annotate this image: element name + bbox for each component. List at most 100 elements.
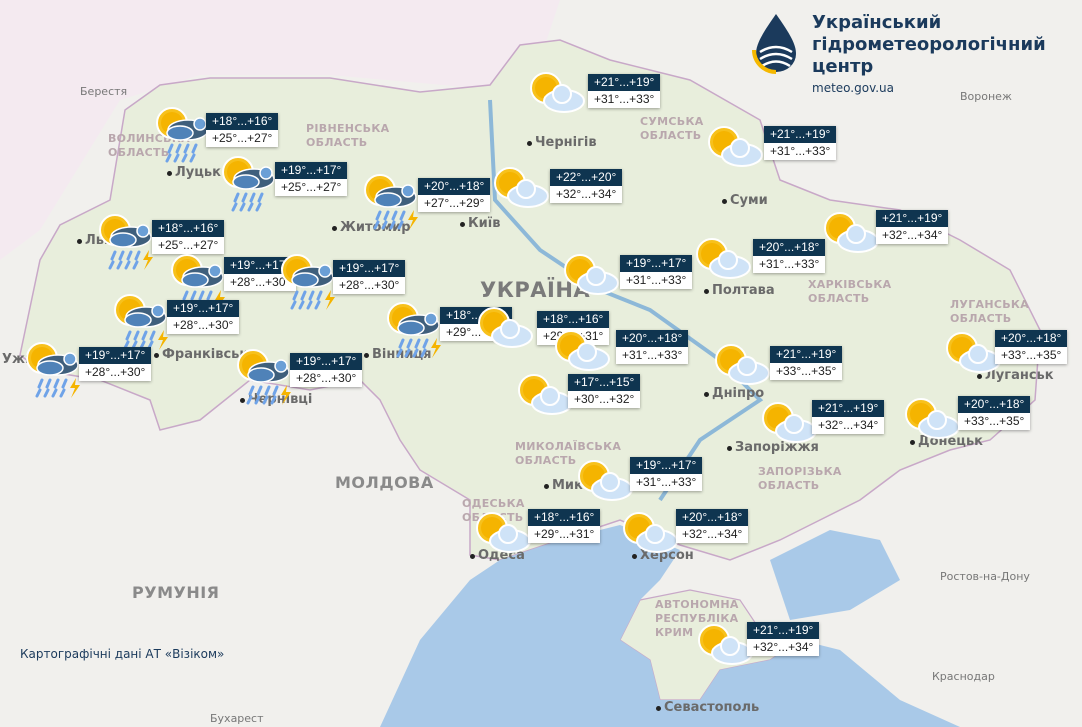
day-temperature: +33°...+35° (995, 347, 1068, 364)
logo-line-2: гідрометеорологічний (812, 34, 1046, 55)
cloud-icon (489, 524, 531, 553)
forecast-label[interactable]: +19°...+17° +28°...+30° (167, 300, 240, 334)
cloud-icon (568, 342, 610, 371)
night-temperature: +20°...+18° (676, 509, 749, 526)
day-temperature: +31°...+33° (753, 256, 826, 273)
day-temperature: +27°...+29° (418, 195, 491, 212)
forecast-label[interactable]: +17°...+15° +30°...+32° (568, 374, 641, 408)
black-sea (380, 525, 960, 727)
forecast-label[interactable]: +18°...+16° +25°...+27° (206, 113, 279, 147)
logo-url[interactable]: meteo.gov.ua (812, 81, 895, 95)
forecast-label[interactable]: +18°...+16° +25°...+27° (152, 220, 225, 254)
day-temperature: +31°...+33° (764, 143, 837, 160)
forecast-label[interactable]: +20°...+18° +33°...+35° (995, 330, 1068, 364)
day-temperature: +31°...+33° (620, 272, 693, 289)
cloud-icon (543, 84, 585, 113)
forecast-label[interactable]: +21°...+19° +32°...+34° (747, 622, 820, 656)
hydromet-drop-logo-icon (752, 14, 796, 74)
day-temperature: +30°...+32° (568, 391, 641, 408)
forecast-label[interactable]: +20°...+18° +32°...+34° (676, 509, 749, 543)
neighbor-countries (0, 0, 560, 260)
night-temperature: +18°...+16° (152, 220, 225, 237)
cloud-icon (837, 224, 879, 253)
forecast-label[interactable]: +20°...+18° +27°...+29° (418, 178, 491, 212)
night-temperature: +20°...+18° (418, 178, 491, 195)
night-temperature: +21°...+19° (588, 74, 661, 91)
forecast-label[interactable]: +19°...+17° +28°...+30° (224, 257, 297, 291)
forecast-label[interactable]: +21°...+19° +31°...+33° (764, 126, 837, 160)
day-temperature: +28°...+30° (224, 274, 297, 291)
city-label: Луцьк (167, 165, 221, 180)
day-temperature: +28°...+30° (290, 370, 363, 387)
region-label: ЛУГАНСЬКА ОБЛАСТЬ (950, 298, 1030, 325)
cloud-icon (166, 117, 209, 141)
day-temperature: +25°...+27° (152, 237, 225, 254)
night-temperature: +21°...+19° (747, 622, 820, 639)
night-temperature: +20°...+18° (616, 330, 689, 347)
night-temperature: +20°...+18° (995, 330, 1068, 347)
cloud-icon (36, 352, 79, 376)
night-temperature: +19°...+17° (333, 260, 406, 277)
forecast-label[interactable]: +21°...+19° +32°...+34° (812, 400, 885, 434)
forecast-label[interactable]: +19°...+17° +25°...+27° (275, 162, 348, 196)
day-temperature: +32°...+34° (876, 227, 949, 244)
dnipro-river (488, 99, 764, 502)
city-label: Франківськ (153, 347, 249, 362)
forecast-label[interactable]: +19°...+17° +31°...+33° (630, 457, 703, 491)
day-temperature: +25°...+27° (206, 130, 279, 147)
day-temperature: +28°...+30° (333, 277, 406, 294)
forecast-label[interactable]: +19°...+17° +28°...+30° (79, 347, 152, 381)
foreign-city-label: Краснодар (932, 670, 995, 683)
night-temperature: +22°...+20° (550, 169, 623, 186)
forecast-label[interactable]: +21°...+19° +32°...+34° (876, 210, 949, 244)
region-label: МИКОЛАЇВСЬКА ОБЛАСТЬ (515, 440, 622, 467)
day-temperature: +31°...+33° (630, 474, 703, 491)
region-label: ЗАПОРІЗЬКА ОБЛАСТЬ (758, 465, 842, 492)
night-temperature: +19°...+17° (79, 347, 152, 364)
country-label-romania: РУМУНІЯ (132, 583, 220, 602)
forecast-label[interactable]: +20°...+18° +31°...+33° (753, 239, 826, 273)
forecast-label[interactable]: +19°...+17° +28°...+30° (333, 260, 406, 294)
day-temperature: +25°...+27° (275, 179, 348, 196)
lightning-icon (408, 210, 418, 230)
cloud-icon (711, 636, 753, 665)
logo[interactable]: Український гідрометеорологічний центр m… (752, 12, 1046, 95)
city-label: Луганськ (977, 368, 1054, 383)
day-temperature: +33°...+35° (770, 363, 843, 380)
region-label: ХАРКІВСЬКА ОБЛАСТЬ (808, 278, 892, 305)
cloud-icon (109, 224, 152, 248)
foreign-city-label: Берестя (80, 85, 128, 98)
foreign-city-label: Ростов-на-Дону (940, 570, 1030, 583)
day-temperature: +28°...+30° (167, 317, 240, 334)
foreign-city-label: Воронеж (960, 90, 1012, 103)
night-temperature: +21°...+19° (812, 400, 885, 417)
cloud-icon (491, 319, 533, 348)
day-temperature: +33°...+35° (958, 413, 1031, 430)
map-attribution: Картографічні дані АТ «Візіком» (20, 647, 225, 661)
rain-icon (108, 250, 141, 270)
day-temperature: +31°...+33° (588, 91, 661, 108)
night-temperature: +17°...+15° (568, 374, 641, 391)
city-label: Чернігів (527, 135, 597, 150)
night-temperature: +18°...+16° (206, 113, 279, 130)
city-label: Київ (459, 216, 501, 231)
cloud-icon (124, 304, 167, 328)
country-label-moldova: МОЛДОВА (335, 473, 434, 492)
cloud-icon (728, 356, 770, 385)
region-label: АВТОНОМНА РЕСПУБЛІКА КРИМ (655, 598, 739, 639)
forecast-label[interactable]: +21°...+19° +31°...+33° (588, 74, 661, 108)
forecast-label[interactable]: +19°...+17° +31°...+33° (620, 255, 693, 289)
rain-icon (123, 330, 156, 350)
cloud-icon (397, 312, 440, 336)
day-temperature: +28°...+30° (79, 364, 152, 381)
forecast-label[interactable]: +20°...+18° +33°...+35° (958, 396, 1031, 430)
forecast-label[interactable]: +20°...+18° +31°...+33° (616, 330, 689, 364)
forecast-label[interactable]: +19°...+17° +28°...+30° (290, 353, 363, 387)
logo-line-3: центр (812, 56, 874, 77)
rain-icon (231, 192, 264, 212)
night-temperature: +19°...+17° (630, 457, 703, 474)
lightning-icon (158, 330, 168, 350)
forecast-label[interactable]: +18°...+16°+29°...+31° (528, 509, 601, 543)
forecast-label[interactable]: +22°...+20° +32°...+34° (550, 169, 623, 203)
forecast-label[interactable]: +21°...+19° +33°...+35° (770, 346, 843, 380)
